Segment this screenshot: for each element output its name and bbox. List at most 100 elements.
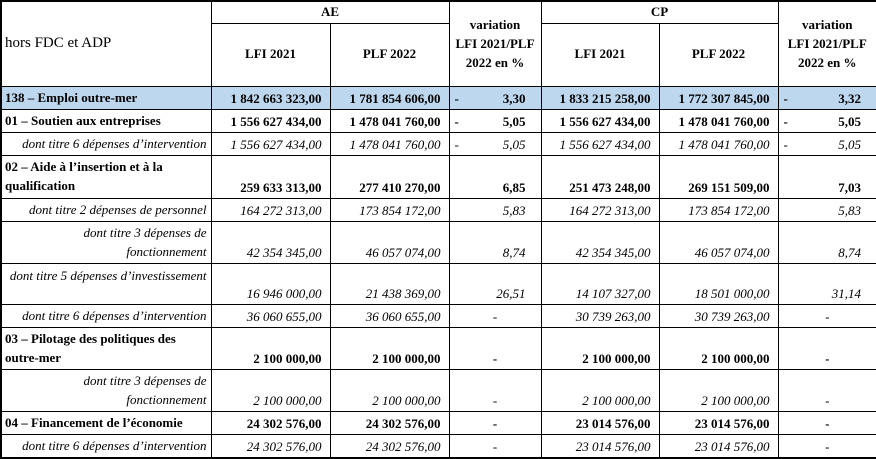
cell-cp-lfi2021: 23 014 576,00 [541, 434, 659, 458]
col-header-cp-lfi2021: LFI 2021 [541, 23, 659, 86]
cell-ae-plf2022: 1 781 854 606,00 [330, 86, 449, 109]
group-header-ae: AE [211, 1, 449, 23]
row-label: 04 – Financement de l’économie [1, 411, 211, 434]
cell-cp-variation: - [778, 369, 876, 411]
variation-value: 5,05 [503, 137, 526, 153]
cell-ae-variation: 6,85 [449, 155, 541, 198]
row-label: 01 – Soutien aux entreprises [1, 109, 211, 132]
row-label-line: outre-mer [5, 348, 208, 367]
cell-ae-variation: 8,74 [449, 221, 541, 263]
row-label: dont titre 6 dépenses d’intervention [1, 132, 211, 155]
cell-cp-variation: - [778, 411, 876, 434]
cell-cp-lfi2021: 164 272 313,00 [541, 198, 659, 221]
row-label-line: 01 – Soutien aux entreprises [5, 111, 208, 130]
cell-cp-lfi2021: 1 833 215 258,00 [541, 86, 659, 109]
cell-cp-variation: 7,03 [778, 155, 876, 198]
cell-ae-lfi2021: 259 633 313,00 [211, 155, 330, 198]
row-label-line: qualification [5, 176, 208, 195]
row-label: dont titre 6 dépenses d’intervention [1, 434, 211, 458]
cell-ae-lfi2021: 24 302 576,00 [211, 434, 330, 458]
variation-header-line: variation [779, 15, 876, 34]
cell-cp-lfi2021: 42 354 345,00 [541, 221, 659, 263]
cell-ae-plf2022: 36 060 655,00 [330, 304, 449, 327]
row-label: 138 – Emploi outre-mer [1, 86, 211, 109]
cell-cp-plf2022: 46 057 074,00 [659, 221, 778, 263]
row-label-line: fonctionnement [5, 242, 207, 261]
row-label: dont titre 6 dépenses d’intervention [1, 304, 211, 327]
cell-cp-variation: - 3,32 [778, 86, 876, 109]
row-label: dont titre 5 dépenses d’investissement [1, 263, 211, 304]
cell-cp-plf2022: 269 151 509,00 [659, 155, 778, 198]
cell-ae-variation: - 5,05 [449, 132, 541, 155]
variation-value: 3,30 [503, 91, 526, 107]
row-label-line: 04 – Financement de l’économie [5, 413, 208, 432]
cell-ae-lfi2021: 164 272 313,00 [211, 198, 330, 221]
row-label-line: fonctionnement [5, 390, 207, 409]
cell-ae-plf2022: 21 438 369,00 [330, 263, 449, 304]
cell-cp-lfi2021: 1 556 627 434,00 [541, 132, 659, 155]
row-label-line: dont titre 6 dépenses d’intervention [5, 306, 207, 325]
cell-ae-lfi2021: 24 302 576,00 [211, 411, 330, 434]
variation-header-cp: variation LFI 2021/PLF 2022 en % [778, 1, 876, 86]
row-label-line: 03 – Pilotage des politiques des [5, 329, 208, 348]
cell-ae-variation: 5,83 [449, 198, 541, 221]
cell-cp-plf2022: 1 772 307 845,00 [659, 86, 778, 109]
col-header-ae-plf2022: PLF 2022 [330, 23, 449, 86]
cell-cp-variation: - [778, 434, 876, 458]
cell-cp-variation: 5,83 [778, 198, 876, 221]
row-label-line: dont titre 6 dépenses d’intervention [5, 134, 207, 153]
row-label-line: dont titre 5 dépenses d’investissement [5, 266, 207, 285]
cell-ae-plf2022: 46 057 074,00 [330, 221, 449, 263]
variation-value: 5,05 [838, 114, 861, 130]
cell-ae-lfi2021: 2 100 000,00 [211, 369, 330, 411]
cell-ae-variation: 26,51 [449, 263, 541, 304]
row-label-line: dont titre 3 dépenses de [5, 223, 207, 242]
variation-header-line: variation [450, 15, 541, 34]
row-label-line: 138 – Emploi outre-mer [5, 88, 208, 107]
variation-header-line: LFI 2021/PLF [450, 34, 541, 53]
variation-header-line: 2022 en % [450, 53, 541, 72]
variation-value: 5,05 [838, 137, 861, 153]
variation-value: 3,32 [838, 91, 861, 107]
cell-cp-lfi2021: 30 739 263,00 [541, 304, 659, 327]
minus-sign: - [455, 137, 459, 153]
cell-cp-plf2022: 23 014 576,00 [659, 411, 778, 434]
cell-cp-lfi2021: 14 107 327,00 [541, 263, 659, 304]
variation-header-line: LFI 2021/PLF [779, 34, 876, 53]
row-label-line: 02 – Aide à l’insertion et à la [5, 157, 208, 176]
variation-header-ae: variation LFI 2021/PLF 2022 en % [449, 1, 541, 86]
cell-ae-lfi2021: 2 100 000,00 [211, 327, 330, 369]
cell-ae-lfi2021: 42 354 345,00 [211, 221, 330, 263]
cell-ae-plf2022: 24 302 576,00 [330, 434, 449, 458]
cell-cp-lfi2021: 1 556 627 434,00 [541, 109, 659, 132]
minus-sign: - [784, 91, 788, 107]
col-header-cp-plf2022: PLF 2022 [659, 23, 778, 86]
cell-cp-variation: 31,14 [778, 263, 876, 304]
cell-cp-plf2022: 18 501 000,00 [659, 263, 778, 304]
cell-ae-variation: - [449, 327, 541, 369]
cell-ae-lfi2021: 1 556 627 434,00 [211, 109, 330, 132]
cell-ae-lfi2021: 36 060 655,00 [211, 304, 330, 327]
header-group-row: hors FDC et ADP AE variation LFI 2021/PL… [1, 1, 876, 23]
cell-ae-variation: - [449, 434, 541, 458]
cell-cp-variation: - [778, 327, 876, 369]
cell-cp-lfi2021: 2 100 000,00 [541, 369, 659, 411]
cell-cp-variation: -5,05 [778, 109, 876, 132]
corner-label: hors FDC et ADP [1, 1, 211, 86]
cell-cp-lfi2021: 2 100 000,00 [541, 327, 659, 369]
cell-ae-lfi2021: 1 556 627 434,00 [211, 132, 330, 155]
minus-sign: - [455, 114, 459, 130]
cell-cp-plf2022: 2 100 000,00 [659, 369, 778, 411]
